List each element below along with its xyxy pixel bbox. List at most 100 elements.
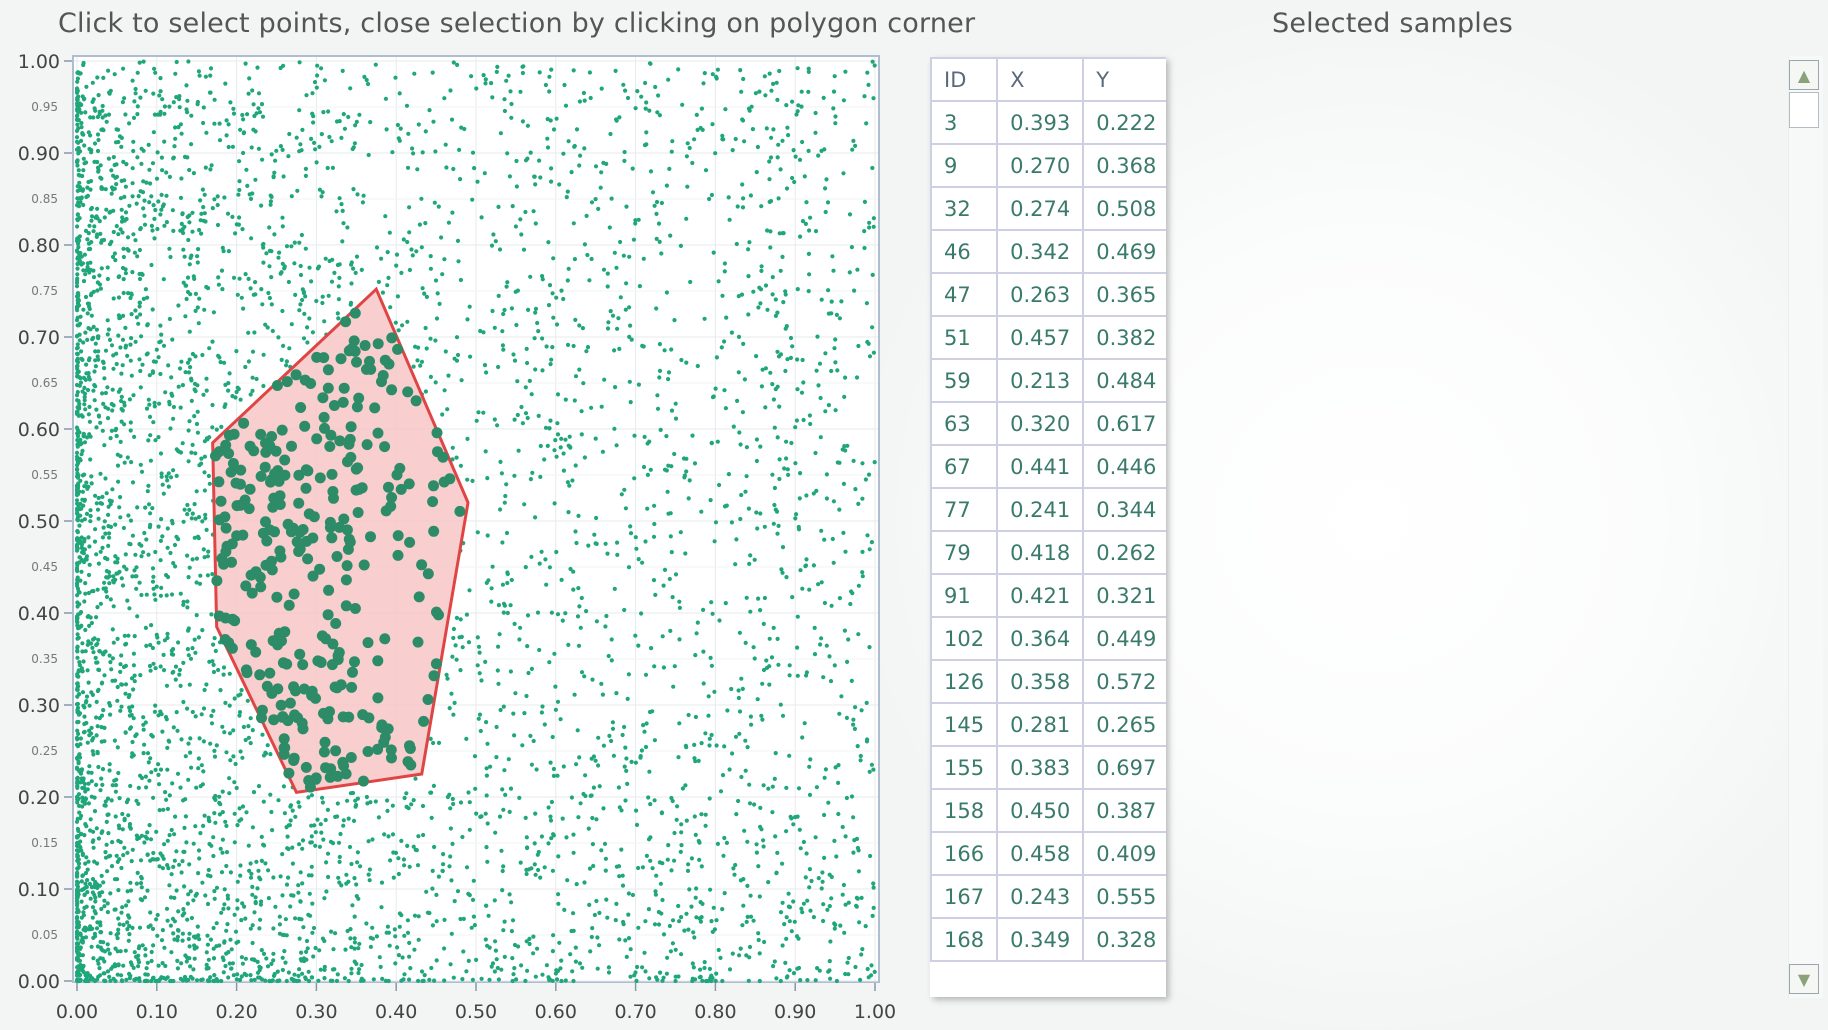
- data-point: [75, 854, 80, 859]
- data-point: [855, 896, 860, 901]
- data-point: [84, 904, 89, 909]
- data-point: [230, 214, 235, 219]
- data-point: [204, 284, 209, 290]
- data-point: [77, 187, 82, 193]
- data-point: [211, 708, 216, 714]
- data-point: [859, 895, 864, 901]
- data-point: [113, 946, 118, 951]
- data-point: [246, 843, 251, 848]
- data-point: [262, 843, 267, 848]
- data-point: [234, 977, 239, 982]
- data-point: [97, 716, 102, 721]
- selected-point: [246, 587, 258, 599]
- data-point: [472, 166, 477, 171]
- data-point: [712, 927, 718, 932]
- data-point: [175, 966, 180, 971]
- data-point: [253, 280, 258, 285]
- data-point: [110, 783, 115, 788]
- data-point: [407, 230, 412, 235]
- data-point: [247, 76, 252, 81]
- data-point: [825, 907, 830, 912]
- data-point: [815, 334, 820, 339]
- data-point: [82, 833, 87, 838]
- data-point: [561, 296, 566, 302]
- data-point: [577, 755, 582, 760]
- data-point: [197, 296, 202, 301]
- data-point: [493, 830, 498, 835]
- data-point: [227, 731, 233, 736]
- data-point: [558, 966, 563, 971]
- selected-point: [359, 340, 371, 351]
- data-point: [75, 475, 81, 480]
- data-point: [447, 864, 452, 869]
- data-point: [102, 978, 107, 983]
- data-point: [551, 766, 557, 772]
- data-point: [74, 393, 80, 398]
- data-point: [273, 904, 278, 909]
- data-point: [190, 511, 195, 516]
- data-point: [506, 73, 511, 78]
- data-point: [280, 955, 285, 960]
- data-point: [281, 174, 286, 179]
- data-point: [509, 929, 514, 934]
- data-point: [594, 898, 599, 904]
- data-point: [75, 203, 80, 208]
- data-point: [297, 936, 302, 941]
- data-point: [82, 892, 87, 897]
- data-point: [860, 461, 865, 466]
- data-point: [286, 846, 291, 852]
- data-point: [89, 620, 94, 626]
- data-point: [359, 267, 364, 272]
- data-point: [80, 953, 85, 958]
- selected-point: [275, 551, 287, 563]
- data-point: [165, 545, 170, 550]
- selected-point: [427, 496, 439, 508]
- data-point: [186, 575, 191, 580]
- data-point: [74, 294, 80, 299]
- data-point: [88, 246, 93, 252]
- data-point: [458, 463, 463, 468]
- data-point: [94, 926, 100, 931]
- data-point: [248, 196, 254, 201]
- data-point: [822, 600, 828, 606]
- data-point: [601, 806, 606, 811]
- selected-point: [353, 392, 365, 404]
- data-point: [250, 388, 255, 393]
- data-point: [158, 451, 164, 456]
- data-point: [623, 938, 628, 943]
- data-point: [709, 441, 714, 446]
- data-point: [764, 126, 769, 131]
- data-point: [116, 838, 121, 843]
- data-point: [692, 137, 697, 142]
- data-point: [171, 416, 176, 421]
- data-point: [636, 643, 641, 648]
- data-point: [455, 352, 461, 358]
- data-point: [75, 775, 80, 781]
- data-point: [210, 206, 215, 211]
- data-point: [282, 264, 287, 269]
- data-point: [795, 287, 800, 292]
- data-point: [91, 845, 96, 850]
- data-point: [536, 329, 541, 334]
- data-point: [354, 119, 359, 124]
- data-point: [161, 491, 166, 496]
- data-point: [142, 840, 147, 845]
- data-point: [136, 953, 141, 958]
- data-point: [115, 463, 121, 468]
- data-point: [367, 878, 372, 883]
- data-point: [177, 94, 182, 99]
- data-point: [459, 378, 464, 383]
- data-point: [761, 783, 766, 788]
- data-point: [298, 870, 303, 875]
- data-point: [89, 794, 94, 799]
- data-point: [738, 878, 744, 883]
- data-point: [492, 325, 497, 330]
- selection-polygon[interactable]: [211, 286, 470, 795]
- data-point: [90, 877, 96, 882]
- data-point: [767, 177, 772, 182]
- data-point: [668, 233, 673, 238]
- data-point: [320, 800, 325, 805]
- data-point: [144, 966, 149, 971]
- data-point: [734, 537, 739, 542]
